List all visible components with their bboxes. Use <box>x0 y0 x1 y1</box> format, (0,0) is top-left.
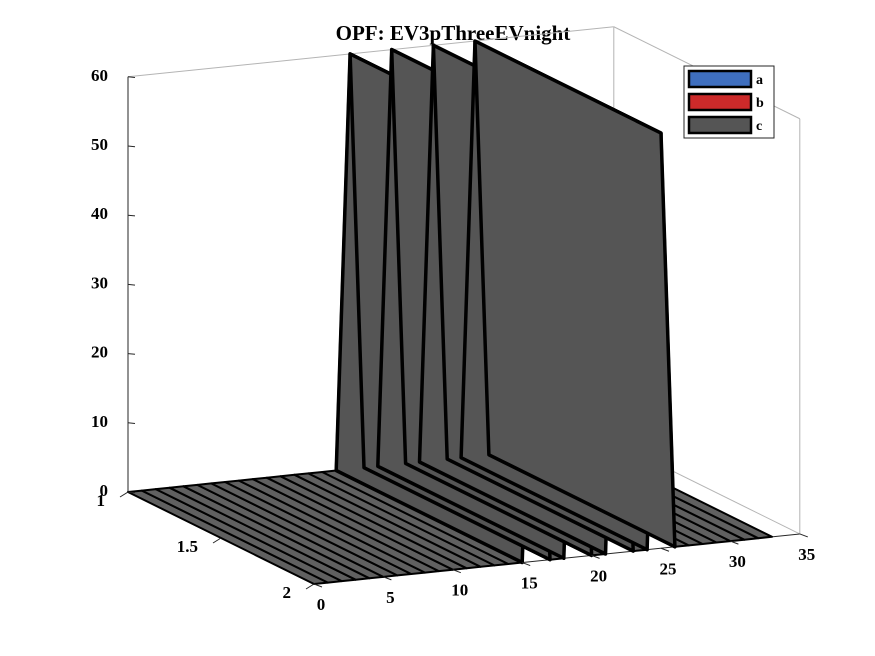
x-tick-label: 25 <box>660 559 677 578</box>
y-tick-label: 1.5 <box>177 537 198 556</box>
plot-area <box>127 39 773 585</box>
x-tick-label: 30 <box>729 552 746 571</box>
z-tick-label: 40 <box>91 204 108 223</box>
x-tick <box>591 554 600 559</box>
legend-label-c: c <box>756 119 762 134</box>
y-tick <box>212 537 222 544</box>
y-tick-label: 1 <box>97 491 106 510</box>
z-tick <box>127 145 136 148</box>
y-tick-label: 2 <box>283 583 292 602</box>
x-tick-label: 20 <box>590 566 607 585</box>
legend-swatch-b <box>687 92 753 112</box>
x-tick-label: 35 <box>798 545 815 564</box>
z-tick <box>127 76 136 78</box>
chart-title: OPF: EV3pThreeEVnight <box>336 21 571 45</box>
z-tick-label: 20 <box>91 343 108 362</box>
x-tick-label: 15 <box>521 574 538 593</box>
z-tick <box>127 214 136 217</box>
z-tick <box>127 491 136 494</box>
legend-label-a: a <box>756 73 763 88</box>
z-tick-label: 50 <box>91 135 108 154</box>
z-tick-label: 30 <box>91 273 108 292</box>
x-tick <box>730 540 739 545</box>
x-tick-label: 10 <box>451 581 468 600</box>
box-edge <box>127 26 614 78</box>
z-tick <box>127 353 136 355</box>
x-tick <box>452 569 461 574</box>
z-tick-label: 60 <box>91 66 108 85</box>
x-tick <box>799 533 808 538</box>
x-tick <box>660 547 670 552</box>
legend-swatch-c <box>687 115 753 135</box>
y-tick <box>305 583 315 590</box>
x-tick-label: 5 <box>386 588 395 607</box>
x-tick <box>313 583 323 588</box>
z-tick <box>127 422 136 424</box>
x-tick-label: 0 <box>317 595 326 614</box>
z-tick-label: 0 <box>100 481 109 500</box>
legend-swatch-a <box>687 69 753 89</box>
legend-label-b: b <box>756 96 764 111</box>
legend: abc <box>683 65 775 139</box>
peak-face <box>473 39 677 549</box>
z-tick <box>127 283 136 286</box>
z-tick-label: 10 <box>91 412 108 431</box>
x-tick <box>522 562 531 567</box>
y-tick <box>119 491 129 498</box>
x-tick <box>383 576 392 581</box>
